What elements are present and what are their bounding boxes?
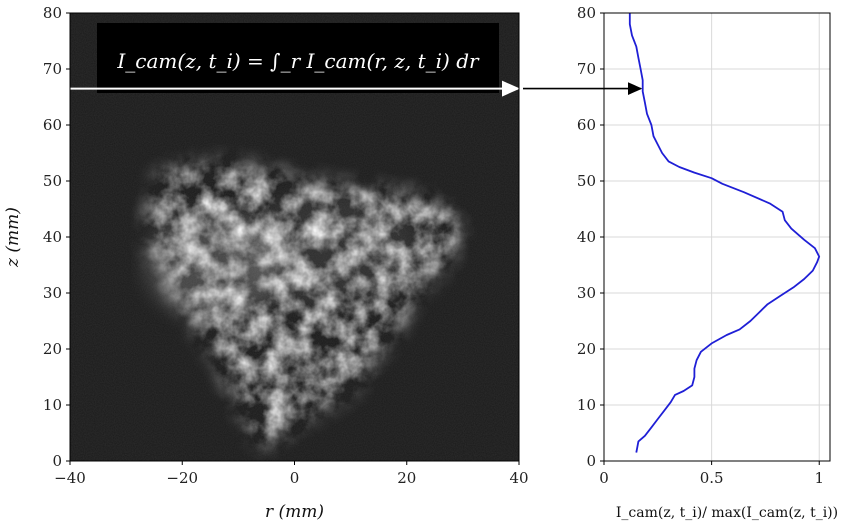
left-y-tick-label: 70 — [43, 60, 62, 78]
right-y-tick-label: 10 — [577, 396, 596, 414]
right-y-ticks: 0 10 20 30 40 50 60 70 80 — [577, 4, 604, 470]
left-y-tick-label: 10 — [43, 396, 62, 414]
left-x-axis-label: r (mm) — [265, 502, 324, 522]
left-x-tick-label: −40 — [54, 469, 86, 487]
right-y-tick-label: 0 — [586, 452, 596, 470]
camera-image: I_cam(z, t_i) = ∫_r I_cam(r, z, t_i) dr — [70, 13, 519, 461]
left-y-tick-label: 50 — [43, 172, 62, 190]
left-y-tick-label: 20 — [43, 340, 62, 358]
left-y-tick-label: 0 — [52, 452, 62, 470]
left-x-tick-label: −20 — [166, 469, 198, 487]
right-x-tick-label: 0.5 — [700, 469, 724, 487]
left-x-tick-label: 40 — [509, 469, 528, 487]
right-x-tick-label: 0 — [599, 469, 609, 487]
left-y-tick-label: 30 — [43, 284, 62, 302]
grid — [603, 12, 830, 462]
right-y-tick-label: 40 — [577, 228, 596, 246]
left-y-ticks: 0 10 20 30 40 50 60 70 80 — [43, 4, 70, 470]
camera-image-panel: I_cam(z, t_i) = ∫_r I_cam(r, z, t_i) dr … — [3, 4, 529, 522]
right-y-tick-label: 80 — [577, 4, 596, 22]
left-y-axis-label: z (mm) — [3, 207, 23, 268]
right-x-ticks: 0 0.5 1 — [599, 461, 824, 487]
left-x-tick-label: 20 — [397, 469, 416, 487]
left-y-tick-label: 60 — [43, 116, 62, 134]
right-y-tick-label: 30 — [577, 284, 596, 302]
left-y-tick-label: 80 — [43, 4, 62, 22]
right-x-tick-label: 1 — [814, 469, 824, 487]
right-y-tick-label: 60 — [577, 116, 596, 134]
left-y-tick-label: 40 — [43, 228, 62, 246]
profile-series-line — [628, 13, 821, 453]
left-x-tick-label: 0 — [290, 469, 300, 487]
right-y-tick-label: 50 — [577, 172, 596, 190]
formula-annotation: I_cam(z, t_i) = ∫_r I_cam(r, z, t_i) dr — [116, 49, 480, 73]
left-x-ticks: −40 −20 0 20 40 — [54, 461, 529, 487]
right-y-tick-label: 20 — [577, 340, 596, 358]
right-x-axis-label: I_cam(z, t_i)/ max(I_cam(z, t_i)) — [616, 505, 838, 521]
right-y-tick-label: 70 — [577, 60, 596, 78]
formula-box — [97, 23, 499, 93]
